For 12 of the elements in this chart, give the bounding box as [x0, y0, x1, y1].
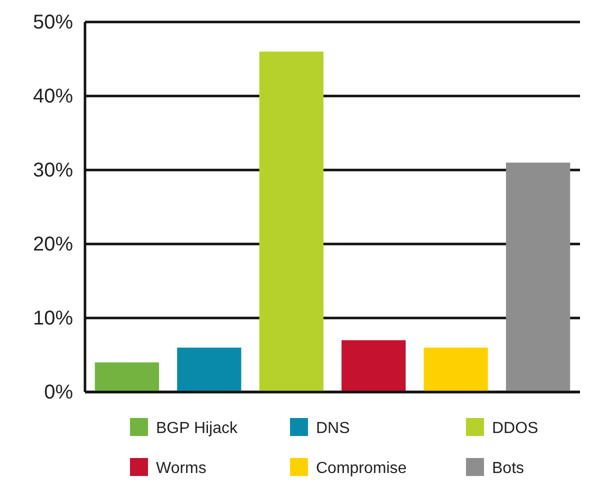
legend-label: Bots: [492, 460, 524, 477]
y-tick-label: 20%: [32, 233, 74, 256]
legend-label: Compromise: [316, 460, 407, 477]
y-tick-label: 50%: [32, 11, 74, 34]
y-tick-label: 30%: [32, 159, 74, 182]
legend-label: BGP Hijack: [156, 420, 239, 437]
y-tick-label: 10%: [32, 307, 74, 330]
y-tick-label: 0%: [44, 381, 74, 404]
y-tick-label: 40%: [32, 85, 74, 108]
legend-label: DDOS: [492, 420, 538, 437]
legend-label: Worms: [156, 460, 206, 477]
legend-label: DNS: [316, 420, 350, 437]
